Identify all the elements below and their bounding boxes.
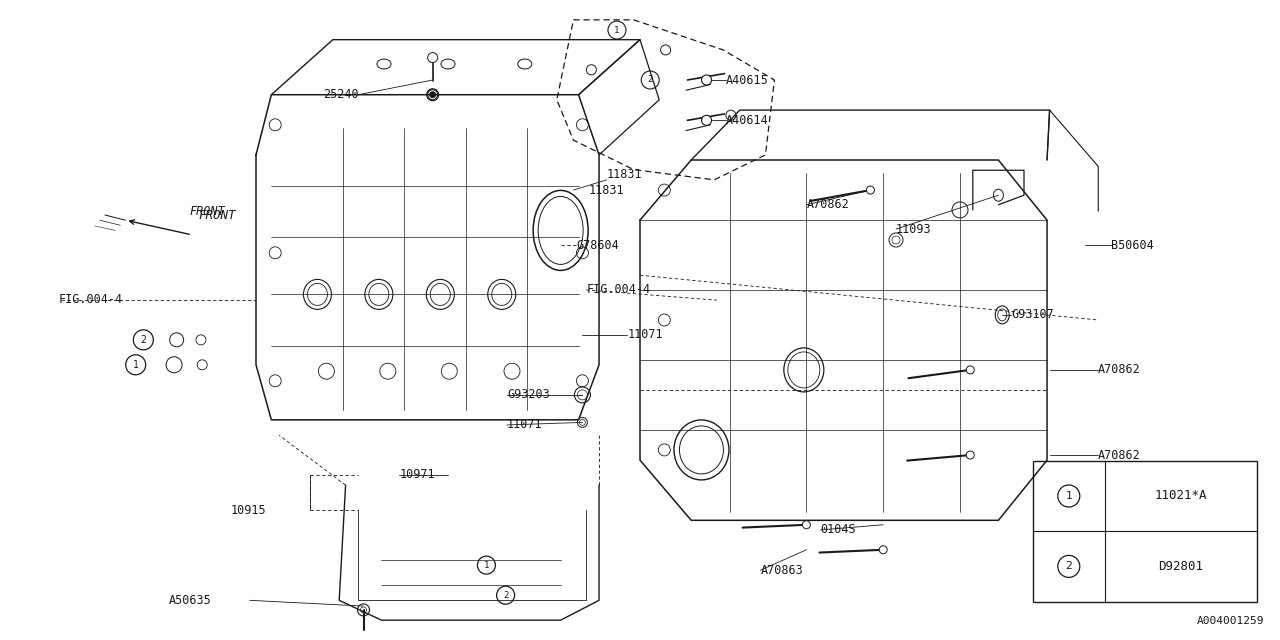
Text: A40614: A40614 bbox=[726, 114, 768, 127]
Circle shape bbox=[867, 186, 874, 194]
Text: FRONT: FRONT bbox=[189, 205, 225, 218]
Text: A70862: A70862 bbox=[1098, 364, 1140, 376]
Text: A40615: A40615 bbox=[726, 74, 768, 86]
Text: G78604: G78604 bbox=[576, 239, 618, 252]
Circle shape bbox=[966, 451, 974, 459]
Text: 2: 2 bbox=[503, 591, 508, 600]
Text: G93203: G93203 bbox=[507, 388, 549, 401]
Text: 2: 2 bbox=[1065, 561, 1073, 572]
Text: 1: 1 bbox=[133, 360, 138, 370]
Text: 1: 1 bbox=[1065, 491, 1073, 501]
Text: A70862: A70862 bbox=[806, 198, 849, 211]
Text: FRONT: FRONT bbox=[198, 209, 236, 221]
Text: 2: 2 bbox=[141, 335, 146, 345]
Text: 11831: 11831 bbox=[607, 168, 643, 180]
Text: 11071: 11071 bbox=[627, 328, 663, 341]
Circle shape bbox=[879, 546, 887, 554]
Bar bbox=[1033, 461, 1257, 602]
Text: A70863: A70863 bbox=[760, 564, 803, 577]
Text: FIG.004-4: FIG.004-4 bbox=[59, 293, 123, 306]
Text: A70862: A70862 bbox=[1098, 449, 1140, 461]
Text: 0104S: 0104S bbox=[820, 524, 856, 536]
Text: 25240: 25240 bbox=[323, 88, 358, 101]
Text: 10915: 10915 bbox=[230, 504, 266, 516]
Text: 11093: 11093 bbox=[896, 223, 932, 236]
Text: D92801: D92801 bbox=[1158, 560, 1203, 573]
Text: 1: 1 bbox=[614, 26, 620, 35]
Text: 10971: 10971 bbox=[399, 468, 435, 481]
Circle shape bbox=[803, 521, 810, 529]
Circle shape bbox=[966, 366, 974, 374]
Text: 1: 1 bbox=[484, 561, 489, 570]
Text: 11071: 11071 bbox=[507, 419, 543, 431]
Text: B50604: B50604 bbox=[1111, 239, 1153, 252]
Text: A50635: A50635 bbox=[169, 594, 211, 607]
Circle shape bbox=[430, 92, 435, 98]
Text: 11831: 11831 bbox=[589, 184, 625, 196]
Text: 11021*A: 11021*A bbox=[1155, 490, 1207, 502]
Text: G93107: G93107 bbox=[1011, 308, 1053, 321]
Circle shape bbox=[701, 75, 712, 85]
Text: A004001259: A004001259 bbox=[1197, 616, 1265, 626]
Text: 2: 2 bbox=[648, 76, 653, 84]
Text: FIG.004-4: FIG.004-4 bbox=[586, 284, 650, 296]
Circle shape bbox=[701, 115, 712, 125]
